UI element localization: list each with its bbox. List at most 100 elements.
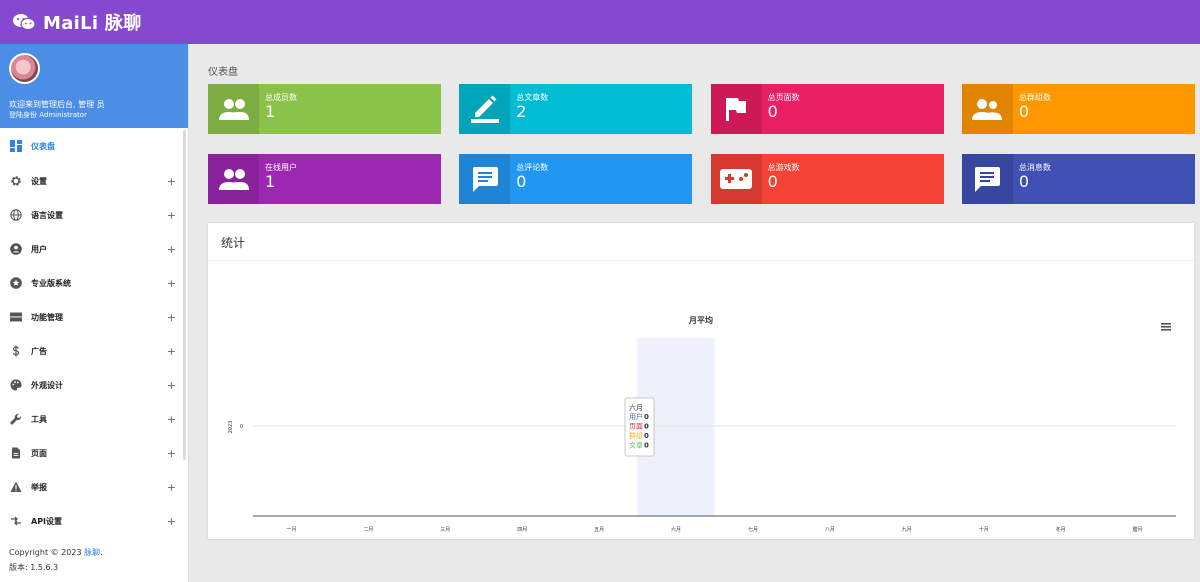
message-icon	[961, 153, 1013, 204]
total-pages-card[interactable]: 总页面数 0	[710, 84, 944, 134]
card-label: 总消息数	[1018, 162, 1051, 172]
sidebar-item-label: 举报	[31, 482, 47, 492]
x-tick-label: 九月	[902, 526, 912, 533]
y-axis-label: 2023	[228, 421, 234, 434]
x-tick-label: 十月	[979, 526, 989, 533]
palette-icon	[9, 379, 22, 392]
avatar[interactable]	[9, 53, 40, 84]
expand-icon[interactable]: +	[166, 412, 176, 426]
copyright-text: Copyright © 2023	[9, 548, 85, 557]
sidebar-item-users[interactable]: 用户 +	[0, 232, 188, 266]
y-tick-label: 0	[240, 424, 243, 430]
card-label: 总群组数	[1018, 93, 1051, 102]
version-text: 版本: 1.5.6.3	[9, 563, 59, 572]
dollar-icon	[9, 345, 22, 358]
tooltip-series-value: 0	[644, 413, 649, 421]
sidebar-item-features[interactable]: 功能管理 +	[0, 300, 188, 334]
sidebar-item-label: 功能管理	[31, 312, 63, 322]
sidebar-item-label: 广告	[31, 346, 47, 356]
tooltip-series-name: 文章	[629, 441, 643, 450]
people-icon	[208, 84, 259, 134]
api-icon	[9, 515, 22, 528]
expand-icon[interactable]: +	[166, 208, 176, 222]
page-icon	[9, 447, 22, 460]
dashboard-icon	[9, 140, 22, 153]
welcome-text: 欢迎来到管理后台, 管理 员	[9, 100, 105, 109]
group-icon	[961, 84, 1013, 134]
expand-icon[interactable]: +	[166, 514, 176, 528]
card-label: 总游戏数	[767, 162, 800, 172]
expand-icon[interactable]: +	[166, 378, 176, 392]
sidebar-item-pages[interactable]: 页面 +	[0, 436, 188, 470]
tooltip-series-value: 0	[644, 423, 649, 431]
total-posts-card[interactable]: 总文章数 2	[459, 84, 693, 134]
expand-icon[interactable]: +	[166, 446, 176, 460]
x-tick-label: 四月	[517, 527, 527, 533]
expand-icon[interactable]: +	[166, 310, 176, 324]
sidebar-item-dashboard[interactable]: 仪表盘	[0, 128, 188, 164]
x-tick-label: 腊月	[1133, 527, 1143, 533]
gamepad-icon	[710, 153, 762, 204]
card-value: 0	[1018, 171, 1030, 191]
total-groups-card[interactable]: 总群组数 0	[961, 84, 1195, 134]
x-tick-label: 七月	[748, 526, 758, 533]
card-label: 总成员数	[265, 93, 297, 102]
chart-menu-icon[interactable]	[1161, 323, 1171, 331]
sidebar-scrollbar[interactable]	[183, 130, 186, 460]
sidebar: 欢迎来到管理后台, 管理 员 登陆身份 Administrator 仪表盘 设置…	[0, 44, 189, 582]
tooltip-series-name: 群组	[629, 431, 643, 440]
total-games-card[interactable]: 总游戏数 0	[710, 153, 944, 204]
sidebar-item-label: 仪表盘	[31, 141, 55, 151]
x-tick-label: 二月	[363, 527, 373, 533]
flag-icon	[710, 84, 762, 134]
expand-icon[interactable]: +	[166, 276, 176, 290]
expand-icon[interactable]: +	[166, 174, 176, 188]
card-label: 在线用户	[265, 162, 297, 172]
chart-title: 月平均	[688, 315, 713, 325]
sidebar-item-label: 页面	[31, 448, 47, 458]
user-icon	[9, 243, 22, 256]
people-icon	[208, 153, 259, 204]
total-messages-card[interactable]: 总消息数 0	[961, 153, 1195, 204]
tooltip-title: 六月	[629, 403, 643, 412]
sidebar-menu: 仪表盘 设置 + 语言设置 + 用户 + 专业版系统 + 功能管理 + 广告 +…	[0, 128, 188, 538]
brand[interactable]: MaiLi 脉聊	[12, 9, 142, 35]
online-users-card[interactable]: 在线用户 1	[208, 153, 441, 204]
x-tick-label: 五月	[594, 527, 604, 533]
chat-bubbles-icon	[13, 14, 36, 31]
tooltip-series-value: 0	[644, 442, 649, 450]
x-tick-label: 三月	[440, 527, 450, 533]
sidebar-item-tools[interactable]: 工具 +	[0, 402, 188, 436]
warning-icon	[9, 481, 22, 494]
tooltip-series-name: 用户	[629, 412, 643, 421]
total-comments-card[interactable]: 总评论数 0	[459, 153, 693, 204]
sidebar-footer: Copyright © 2023 脉聊. 版本: 1.5.6.3	[9, 545, 103, 575]
total-members-card[interactable]: 总成员数 1	[208, 84, 441, 134]
tooltip-series-name: 页面	[629, 423, 643, 431]
sidebar-item-label: 语言设置	[31, 210, 63, 220]
app-title: MaiLi 脉聊	[43, 13, 142, 34]
sidebar-item-label: API设置	[31, 516, 63, 526]
expand-icon[interactable]: +	[166, 242, 176, 256]
stats-panel: 统计 月平均02023一月二月三月四月五月六月七月八月九月十月冬月腊月用户页面群…	[208, 223, 1194, 539]
sidebar-item-label: 外观设计	[31, 380, 63, 390]
card-value: 0	[516, 171, 527, 191]
sidebar-item-ads[interactable]: 广告 +	[0, 334, 188, 368]
sidebar-item-api-settings[interactable]: API设置 +	[0, 504, 188, 538]
star-icon	[9, 277, 22, 290]
card-value: 0	[767, 102, 778, 121]
card-label: 总页面数	[767, 93, 800, 102]
sidebar-item-reports[interactable]: 举报 +	[0, 470, 188, 504]
sidebar-item-language[interactable]: 语言设置 +	[0, 198, 188, 232]
comment-icon	[459, 153, 511, 204]
x-tick-label: 一月	[286, 527, 296, 533]
sidebar-item-settings[interactable]: 设置 +	[0, 164, 188, 198]
sidebar-item-appearance[interactable]: 外观设计 +	[0, 368, 188, 402]
expand-icon[interactable]: +	[166, 480, 176, 494]
card-label: 总文章数	[516, 93, 549, 102]
sidebar-item-pro-system[interactable]: 专业版系统 +	[0, 266, 188, 300]
expand-icon[interactable]: +	[166, 344, 176, 358]
brand-link[interactable]: 脉聊	[84, 548, 101, 557]
panel-title: 统计	[208, 223, 1194, 261]
card-value: 1	[265, 171, 276, 191]
